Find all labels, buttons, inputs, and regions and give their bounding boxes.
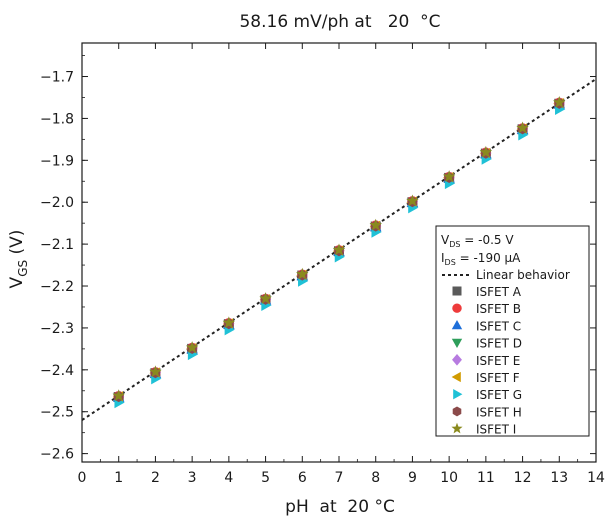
series-isfet-i: [112, 96, 566, 402]
x-tick-label: 2: [151, 470, 160, 486]
legend-swatch: [452, 286, 462, 296]
legend-vds: VDS = -0.5 V: [441, 233, 514, 249]
data-point: [332, 243, 346, 256]
x-tick-label: 11: [477, 470, 495, 486]
legend-label: ISFET I: [476, 423, 516, 437]
x-tick-label: 4: [224, 470, 233, 486]
x-tick-label: 5: [261, 470, 270, 486]
data-point: [222, 316, 236, 329]
y-axis-label-unit: (V): [7, 230, 27, 260]
data-point: [185, 341, 199, 353]
data-point: [479, 145, 493, 158]
y-tick-label: −1.9: [40, 153, 74, 169]
legend-ids-rest: = -190 μA: [456, 251, 521, 265]
legend-label: ISFET C: [476, 319, 521, 333]
x-tick-label: 12: [514, 470, 532, 486]
legend-label: ISFET A: [476, 285, 522, 299]
legend-box: [435, 225, 590, 437]
x-tick-label: 1: [114, 470, 123, 486]
chart-title: 58.16 mV/ph at 20 °C: [239, 12, 440, 32]
y-axis-label: VGS (V): [7, 230, 30, 289]
y-tick-label: −2.0: [40, 195, 74, 211]
legend-swatch: [451, 338, 463, 348]
legend-label: ISFET B: [476, 302, 521, 316]
y-tick-label: −2.1: [40, 237, 74, 253]
x-tick-label: 14: [587, 470, 605, 486]
legend-vds-rest: = -0.5 V: [460, 233, 514, 247]
legend-label: ISFET H: [476, 405, 522, 419]
y-tick-label: −2.6: [40, 447, 74, 463]
y-tick-label: −2.3: [40, 321, 74, 337]
legend-fit-label: Linear behavior: [476, 268, 570, 282]
x-axis-label: pH at 20 °C: [285, 497, 395, 517]
legend-ids-sub: DS: [445, 258, 456, 267]
legend-vds-main: V: [441, 233, 450, 247]
x-tick-label: 10: [440, 470, 458, 486]
legend-swatch: [451, 320, 463, 330]
data-point: [369, 218, 382, 231]
data-point: [296, 267, 309, 280]
legend-ids-main: I: [441, 251, 445, 265]
legend-swatch: [452, 353, 462, 366]
y-tick-label: −2.4: [40, 363, 74, 379]
legend-label: ISFET D: [476, 337, 522, 351]
y-axis-label-sub: GS: [16, 260, 30, 277]
data-point: [553, 96, 566, 108]
x-tick-label: 7: [335, 470, 344, 486]
legend-label: ISFET F: [476, 371, 520, 385]
svg-text:VGS (V): VGS (V): [7, 230, 30, 289]
y-tick-label: −2.2: [40, 279, 74, 295]
data-point: [259, 292, 272, 304]
x-tick-label: 9: [408, 470, 417, 486]
data-point: [442, 170, 456, 182]
legend-swatch: [451, 422, 463, 434]
legend: VDS = -0.5 V IDS = -190 μA Linear behavi…: [435, 225, 590, 437]
axis-ticks: 0 1 2 3 4 5 6 7 8 9 10 11 12 13 14−1.7−1.8−1.9−2.0−2.1…: [40, 43, 605, 486]
legend-swatch: [452, 303, 462, 313]
x-tick-label: 6: [298, 470, 307, 486]
legend-entries: ISFET A ISFET B ISFET C ISFET D ISFET E ISFET…: [451, 285, 522, 437]
x-tick-label: 8: [371, 470, 380, 486]
legend-swatch: [452, 406, 462, 417]
legend-swatch: [453, 389, 463, 400]
legend-ids: IDS = -190 μA: [441, 251, 521, 267]
y-tick-label: −1.8: [40, 111, 74, 127]
x-tick-label: 3: [188, 470, 197, 486]
y-axis-label-main: V: [7, 276, 27, 288]
legend-label: ISFET E: [476, 354, 520, 368]
data-point: [406, 194, 419, 207]
x-tick-label: 0: [78, 470, 87, 486]
data-point: [516, 121, 529, 134]
legend-vds-sub: DS: [449, 240, 460, 249]
legend-swatch: [451, 371, 461, 383]
legend-label: ISFET G: [476, 388, 522, 402]
y-tick-label: −2.5: [40, 405, 74, 421]
data-point: [112, 389, 125, 402]
y-tick-label: −1.7: [40, 70, 74, 86]
x-tick-label: 13: [550, 470, 568, 486]
data-marks: [112, 96, 566, 409]
data-point: [149, 365, 162, 378]
